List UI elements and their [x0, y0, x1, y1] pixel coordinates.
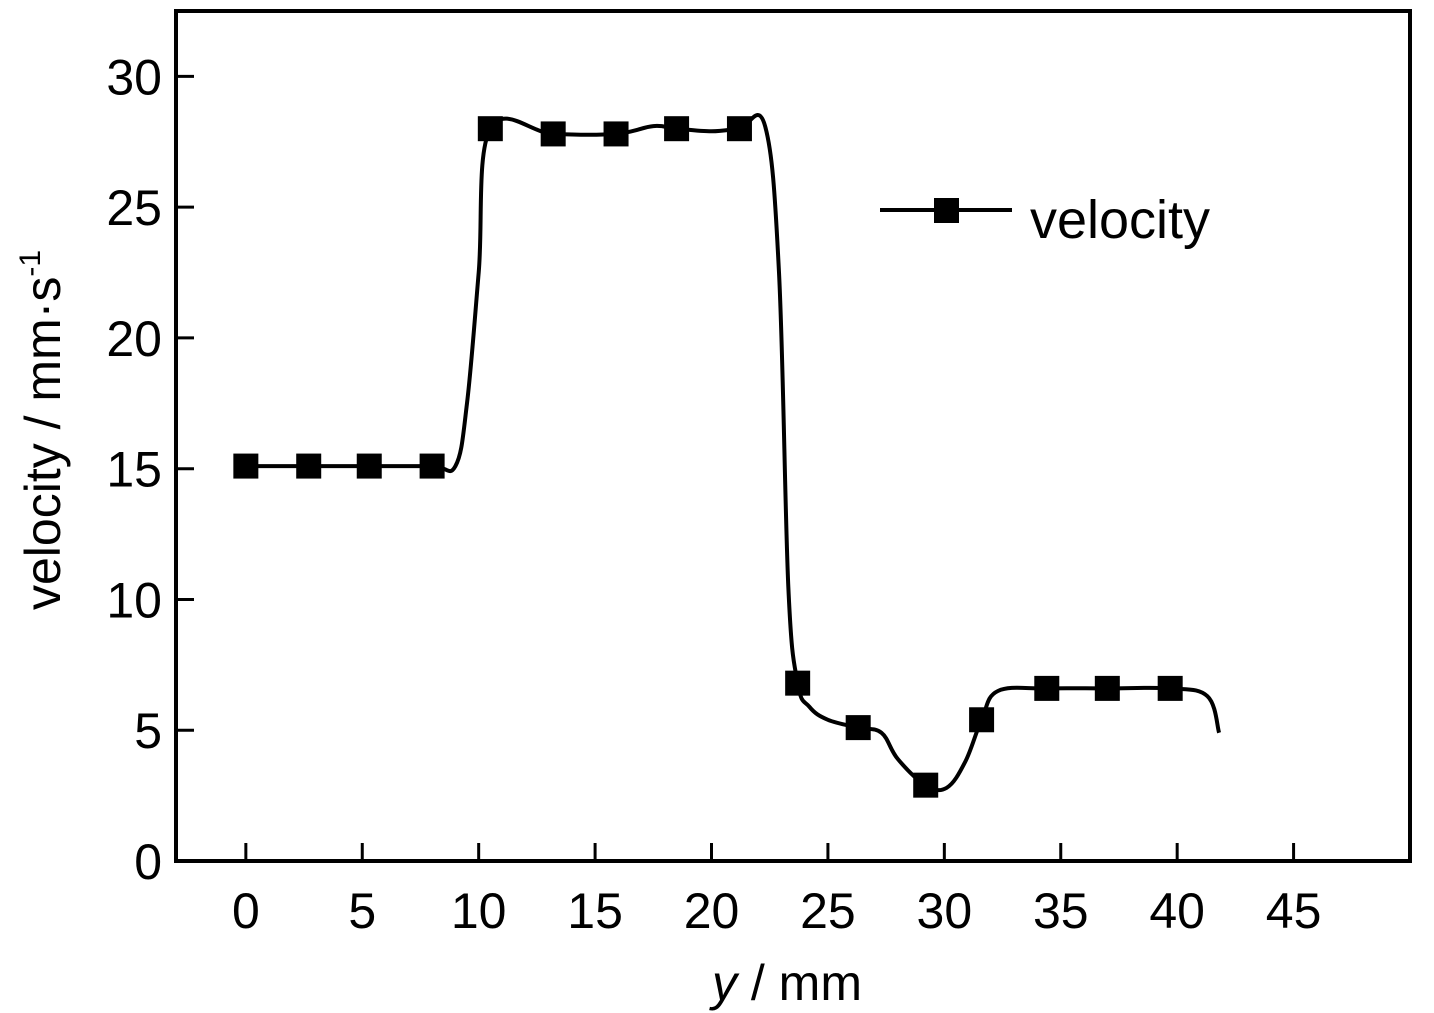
x-tick-label: 35 — [1033, 883, 1089, 939]
x-tick-label: 15 — [567, 883, 623, 939]
legend-label: velocity — [1030, 190, 1210, 250]
data-point — [1157, 675, 1183, 701]
legend: velocity — [880, 190, 1210, 250]
plot-frame — [174, 9, 1412, 863]
data-point — [1094, 675, 1120, 701]
x-axis-title: y / mm — [709, 955, 862, 1011]
x-tick-label: 0 — [232, 883, 260, 939]
x-tick-label: 20 — [684, 883, 740, 939]
data-point — [356, 453, 382, 479]
y-axis-title: velocity / mm·s-1 — [14, 250, 71, 610]
x-tick-label: 45 — [1266, 883, 1322, 939]
data-point — [603, 121, 629, 147]
data-point — [969, 707, 995, 733]
data-point — [419, 453, 445, 479]
data-point — [664, 116, 690, 142]
x-tick-label: 40 — [1149, 883, 1205, 939]
data-point — [1034, 675, 1060, 701]
data-point — [726, 116, 752, 142]
x-axis-title-symbol: y — [709, 955, 740, 1011]
x-tick-label: 5 — [348, 883, 376, 939]
data-point — [233, 453, 259, 479]
series-layer — [233, 113, 1222, 798]
y-tick-label: 5 — [134, 703, 162, 759]
data-point — [913, 772, 939, 798]
y-tick-label: 15 — [106, 442, 162, 498]
x-axis-title-unit: / mm — [737, 955, 862, 1011]
y-tick-label: 20 — [106, 311, 162, 367]
x-axis: 0 5 10 15 20 25 30 35 40 45 — [232, 843, 1321, 939]
x-tick-label: 25 — [800, 883, 856, 939]
y-axis-title-main: velocity / mm·s — [15, 277, 71, 610]
y-axis-title-exponent: -1 — [14, 250, 47, 277]
legend-marker — [934, 198, 959, 223]
x-tick-label: 30 — [917, 883, 973, 939]
x-tick-label: 10 — [451, 883, 507, 939]
y-tick-label: 10 — [106, 572, 162, 628]
y-tick-label: 0 — [134, 834, 162, 890]
data-point — [296, 453, 322, 479]
y-tick-label: 30 — [106, 49, 162, 105]
y-axis: 0 5 10 15 20 25 30 — [106, 49, 194, 890]
data-point — [845, 715, 871, 741]
data-point — [785, 670, 811, 696]
y-tick-label: 25 — [106, 180, 162, 236]
data-point — [540, 121, 566, 147]
data-point — [477, 116, 503, 142]
